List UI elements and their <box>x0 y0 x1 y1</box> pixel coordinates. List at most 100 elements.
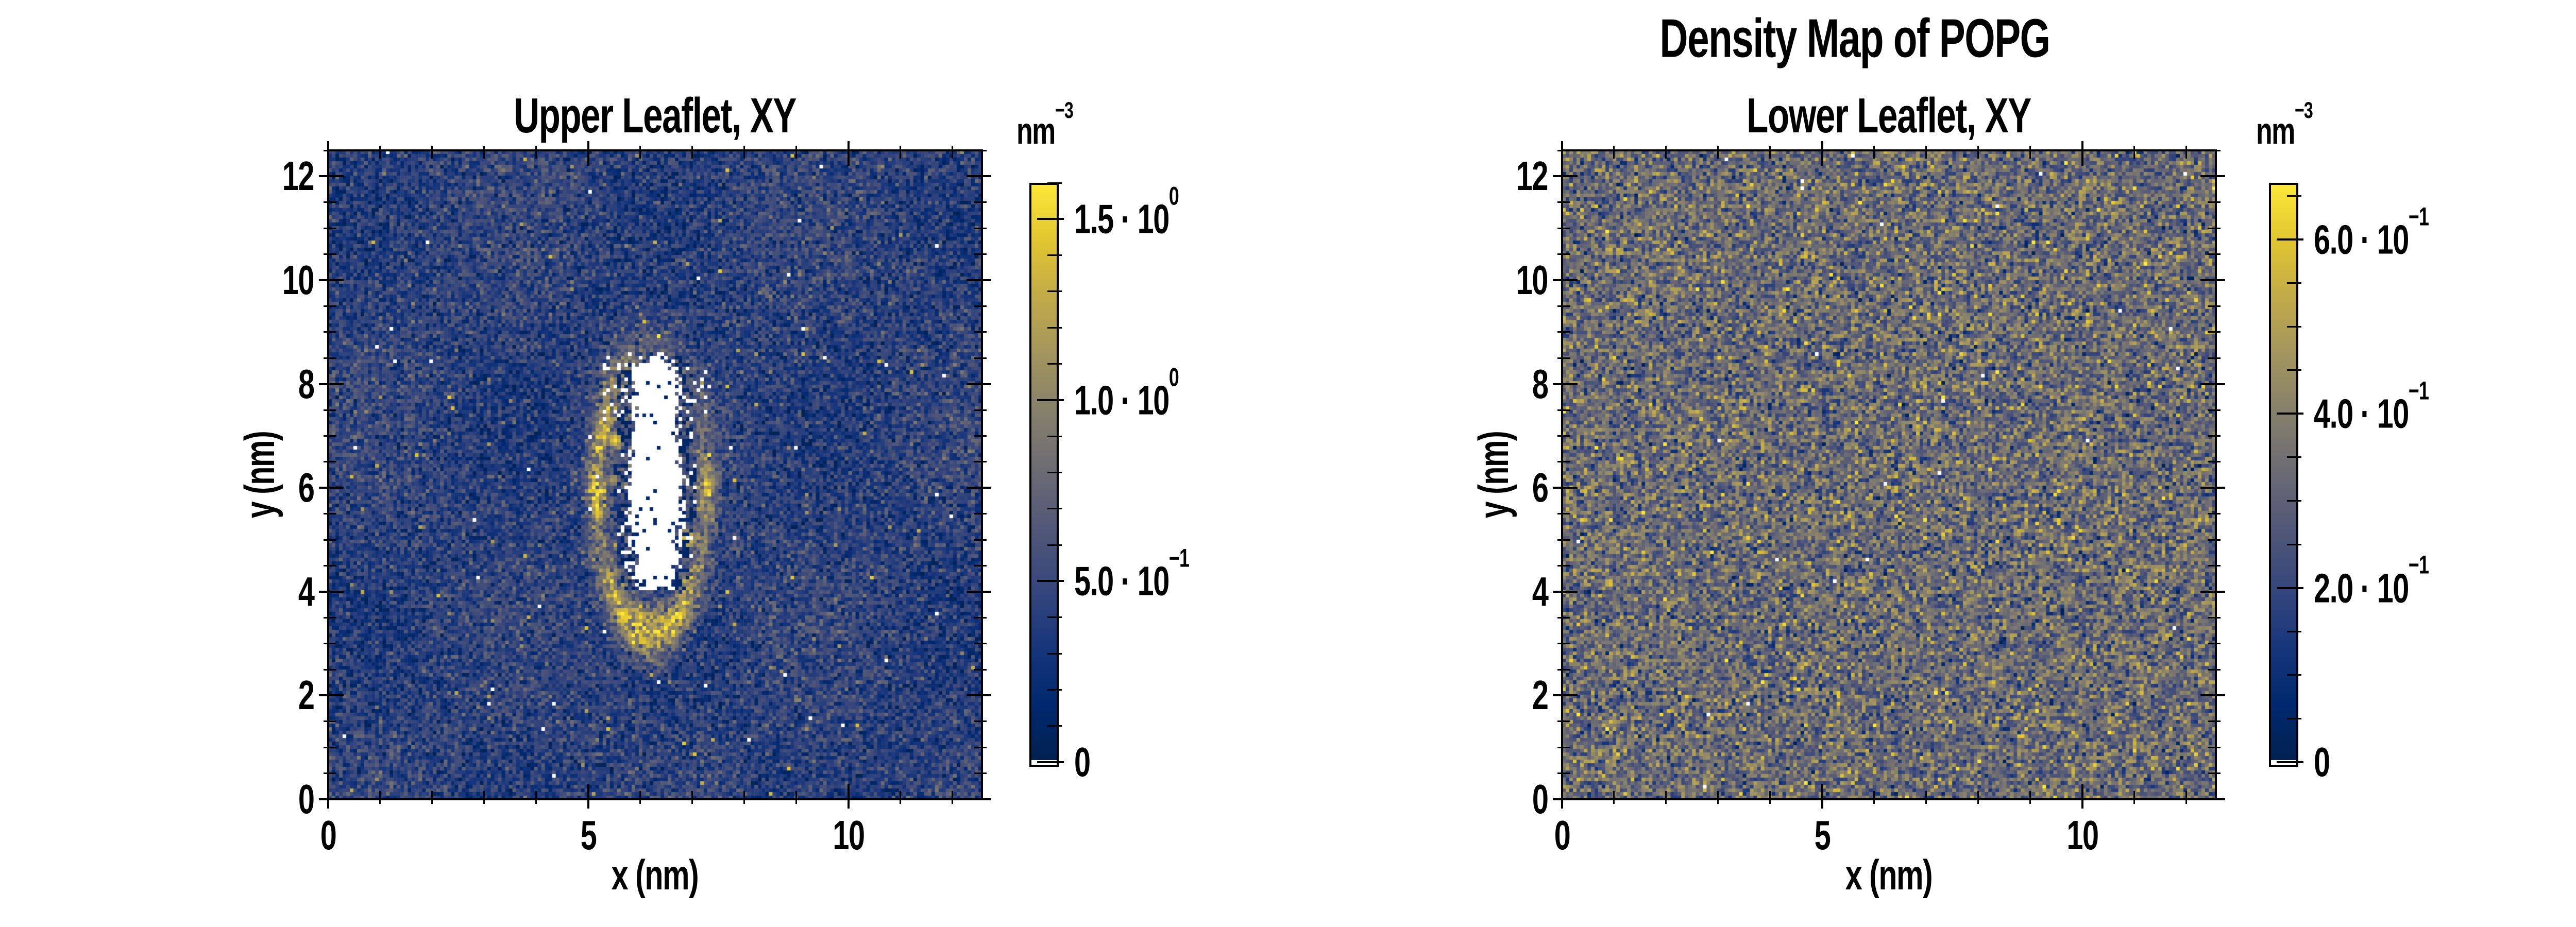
y-tick-label: 6 <box>1532 465 1548 511</box>
panel-title: Upper Leaflet, XY <box>514 88 796 143</box>
x-tick-top <box>900 146 901 159</box>
x-tick <box>1821 784 1823 809</box>
y-tick-right <box>974 668 987 671</box>
y-tick <box>1557 461 1570 463</box>
y-tick-right <box>2208 461 2221 463</box>
y-tick-right <box>967 279 991 281</box>
y-tick <box>1557 305 1570 307</box>
x-tick-top <box>743 146 745 159</box>
x-tick-top <box>2029 146 2031 159</box>
y-tick-label: 0 <box>298 776 314 822</box>
x-tick <box>2185 791 2187 804</box>
colorbar-tick <box>1047 435 1062 437</box>
y-tick <box>324 253 336 255</box>
y-tick-right <box>2208 564 2221 566</box>
x-axis-label: x (nm) <box>611 852 699 899</box>
y-tick-right <box>974 772 987 775</box>
y-tick <box>324 772 336 775</box>
y-tick <box>1557 149 1570 151</box>
y-tick-right <box>2200 279 2225 281</box>
colorbar-tick <box>2287 195 2301 197</box>
x-tick-top <box>1925 146 1927 159</box>
y-tick <box>1557 409 1570 411</box>
x-tick <box>327 784 329 809</box>
x-tick-top <box>2185 146 2187 159</box>
x-tick-top <box>327 141 329 166</box>
x-tick <box>1873 791 1875 804</box>
y-tick-label: 4 <box>1532 568 1548 614</box>
colorbar-tick-label: 1.0 · 100 <box>1074 363 1179 423</box>
colorbar-tick <box>2287 325 2301 328</box>
x-tick <box>743 791 745 804</box>
colorbar-tick <box>2287 500 2301 502</box>
colorbar-tick <box>2287 282 2301 284</box>
y-tick <box>324 149 336 151</box>
x-tick-top <box>795 146 798 159</box>
y-tick <box>1553 175 1578 178</box>
x-tick <box>2029 791 2031 804</box>
y-tick-label: 4 <box>298 568 314 614</box>
colorbar-tick <box>2287 630 2301 632</box>
y-tick-right <box>2200 590 2225 593</box>
y-tick-right <box>2200 798 2225 800</box>
y-tick-right <box>974 305 987 307</box>
y-tick-label: 12 <box>1516 153 1549 199</box>
x-tick-label: 5 <box>580 812 597 858</box>
x-tick-top <box>1821 141 1823 166</box>
y-tick-right <box>2208 539 2221 541</box>
figure-title: Density Map of POPG <box>1659 8 2050 69</box>
y-tick-right <box>967 383 991 385</box>
y-tick <box>1557 720 1570 723</box>
x-tick <box>1561 784 1563 809</box>
plot-frame <box>327 149 983 800</box>
y-tick <box>1557 746 1570 748</box>
colorbar-tick-label: 5.0 · 10−1 <box>1074 543 1190 604</box>
y-tick-label: 12 <box>282 153 315 199</box>
x-tick <box>587 784 589 809</box>
x-tick <box>951 791 953 804</box>
y-tick <box>324 668 336 671</box>
colorbar-tick-label: 0 <box>1074 739 1091 785</box>
y-tick <box>1557 616 1570 619</box>
colorbar-tick <box>1047 363 1062 365</box>
x-axis-label: x (nm) <box>1845 852 1933 899</box>
y-tick <box>324 616 336 619</box>
y-tick-right <box>2208 643 2221 645</box>
y-tick <box>319 175 344 178</box>
y-tick <box>319 798 344 800</box>
y-tick-right <box>974 746 987 748</box>
x-tick-top <box>847 141 850 166</box>
y-tick <box>324 513 336 515</box>
colorbar-unit: nm−3 <box>2256 98 2313 152</box>
x-tick <box>900 791 901 804</box>
y-tick-right <box>974 409 987 411</box>
x-tick-top <box>2133 146 2135 159</box>
x-tick-top <box>951 146 953 159</box>
x-tick <box>639 791 641 804</box>
y-tick-right <box>2208 435 2221 437</box>
y-tick-right <box>2208 746 2221 748</box>
x-tick <box>1717 791 1719 804</box>
colorbar-tick-label: 2.0 · 10−1 <box>2314 551 2429 611</box>
x-tick <box>431 791 433 804</box>
y-tick <box>1557 643 1570 645</box>
y-tick-right <box>974 616 987 619</box>
y-tick-right <box>967 487 991 489</box>
y-tick <box>1557 227 1570 229</box>
y-tick-label: 6 <box>298 465 314 511</box>
x-tick-top <box>1613 146 1615 159</box>
x-tick <box>379 791 381 804</box>
colorbar-tick <box>1047 689 1062 691</box>
panel-title: Lower Leaflet, XY <box>1747 88 2031 143</box>
y-tick <box>1557 513 1570 515</box>
y-tick <box>1557 201 1570 203</box>
y-tick-right <box>2208 305 2221 307</box>
y-tick <box>1557 253 1570 255</box>
y-tick <box>1553 694 1578 697</box>
colorbar-tick <box>1037 580 1064 582</box>
x-tick-top <box>2081 141 2083 166</box>
x-tick-top <box>1977 146 1979 159</box>
colorbar-tick <box>2287 717 2301 719</box>
y-axis-label: y (nm) <box>1470 431 1517 519</box>
